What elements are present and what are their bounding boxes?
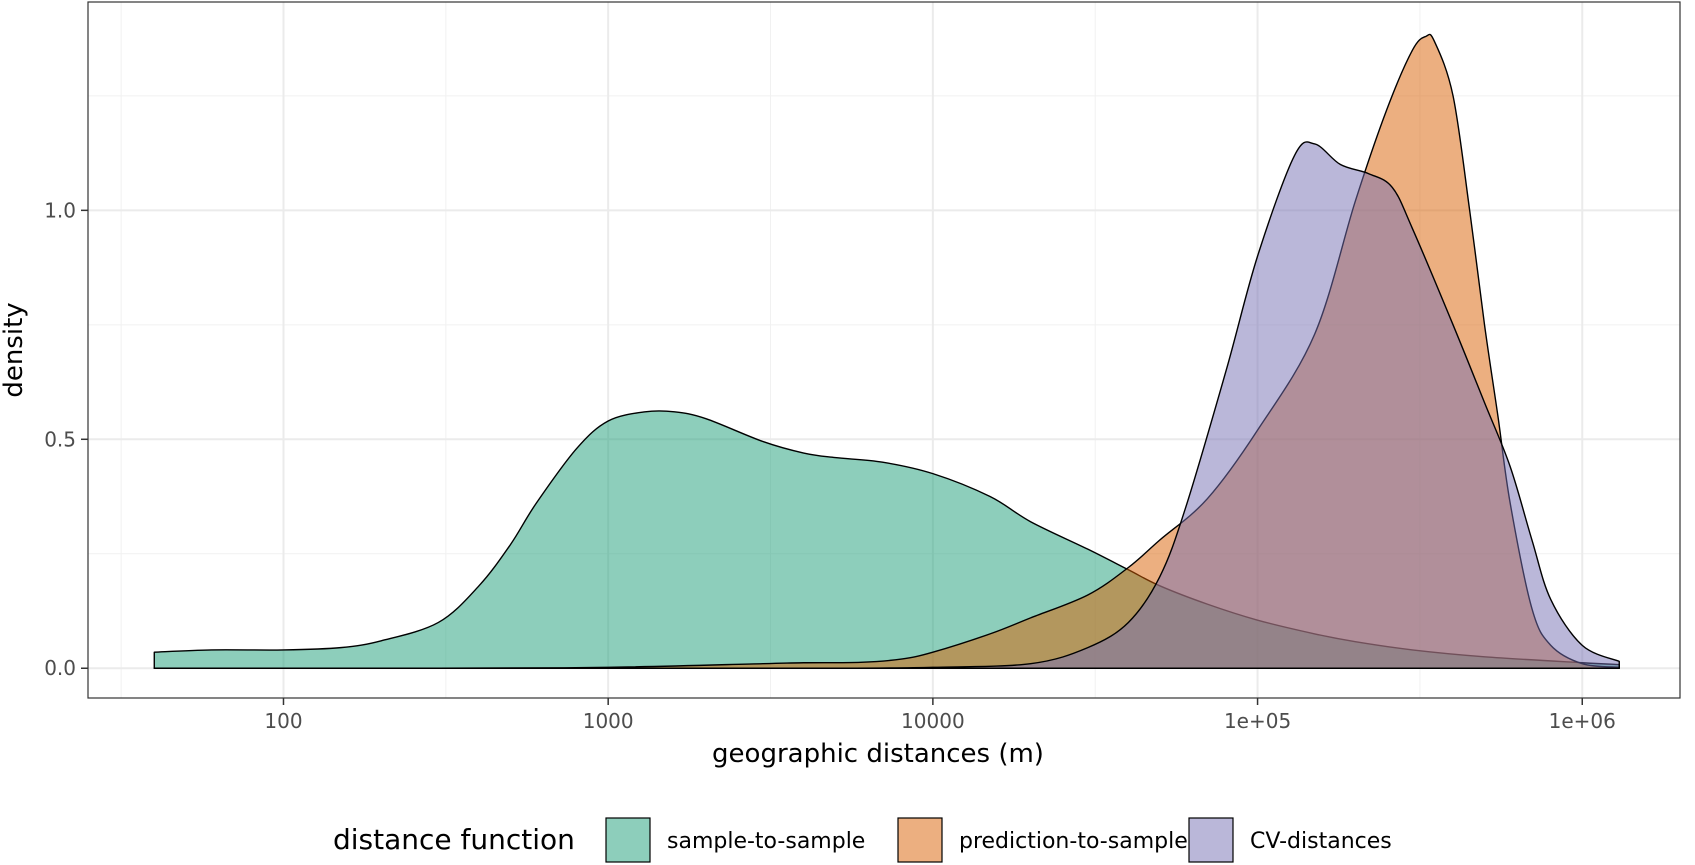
legend-key-sample-to-sample (605, 817, 651, 863)
y-axis-ticks: 0.0 0.5 1.0 (44, 198, 88, 680)
legend-label: prediction-to-sample (959, 829, 1188, 854)
y-tick-label: 0.5 (44, 427, 76, 451)
x-tick-label: 10000 (901, 709, 965, 733)
y-tick-label: 1.0 (44, 198, 76, 222)
x-tick-label: 1e+06 (1549, 709, 1616, 733)
legend: distance function sample-to-sample predic… (333, 817, 1392, 863)
x-axis-ticks: 100 1000 10000 1e+05 1e+06 (264, 698, 1616, 733)
legend-key-cv-distances (1188, 817, 1234, 863)
legend-title: distance function (333, 823, 575, 856)
legend-key-prediction-to-sample (897, 817, 943, 863)
y-axis-title: density (0, 302, 29, 397)
y-tick-label: 0.0 (44, 656, 76, 680)
x-tick-label: 1e+05 (1224, 709, 1291, 733)
density-area-cv-distances (153, 141, 1620, 670)
x-tick-label: 1000 (583, 709, 634, 733)
legend-label: CV-distances (1250, 829, 1392, 854)
plot-panel-border (87, 1, 1681, 699)
x-axis-title: geographic distances (m) (712, 739, 1044, 769)
x-tick-label: 100 (264, 709, 302, 733)
density-areas (153, 33, 1620, 670)
legend-label: sample-to-sample (667, 829, 865, 854)
